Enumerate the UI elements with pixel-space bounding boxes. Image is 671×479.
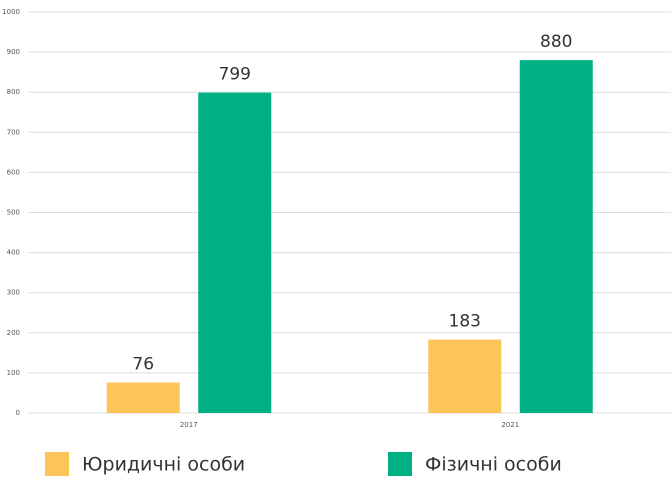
bar [519, 60, 593, 414]
x-tick-label: 2017 [180, 421, 198, 429]
legend-swatch [45, 452, 69, 476]
y-tick-label: 200 [7, 329, 20, 337]
y-tick-label: 1000 [2, 8, 20, 16]
x-tick-label: 2021 [501, 421, 519, 429]
y-tick-label: 400 [7, 249, 20, 257]
bar [106, 382, 180, 413]
legend-swatch [388, 452, 412, 476]
y-tick-label: 800 [7, 88, 20, 96]
data-label: 76 [132, 355, 154, 375]
data-label: 880 [540, 32, 572, 52]
y-tick-label: 600 [7, 168, 20, 176]
y-tick-label: 700 [7, 128, 20, 136]
y-tick-label: 0 [16, 409, 20, 417]
y-tick-label: 300 [7, 289, 20, 297]
data-label: 799 [219, 65, 251, 85]
legend-label: Фізичні особи [425, 454, 562, 476]
bar [428, 339, 502, 413]
y-tick-label: 500 [7, 209, 20, 217]
y-tick-label: 900 [7, 48, 20, 56]
y-tick-label: 100 [7, 369, 20, 377]
data-label: 183 [449, 312, 481, 332]
bar [198, 92, 272, 413]
legend-label: Юридичні особи [82, 454, 245, 476]
